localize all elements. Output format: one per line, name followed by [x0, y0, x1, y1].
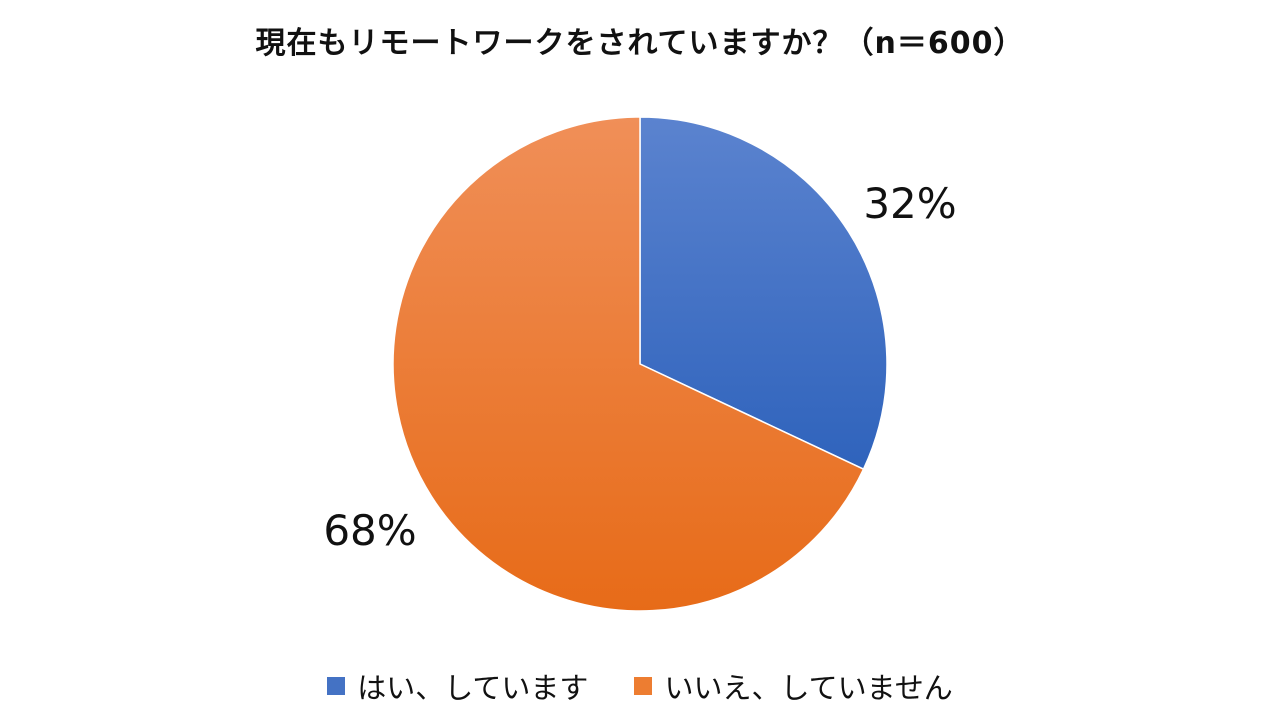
legend-swatch-yes	[327, 677, 346, 695]
legend-label-yes: はい、しています	[357, 671, 589, 705]
data-label-no: 68%	[323, 506, 416, 555]
data-label-yes: 32%	[863, 179, 956, 228]
legend: はい、しています いいえ、していません	[0, 666, 1280, 706]
chart-title: 現在もリモートワークをされていますか？（n＝600）	[255, 26, 1025, 61]
legend-swatch-no	[634, 677, 653, 695]
legend-item-no: いいえ、していません	[634, 665, 953, 707]
pie-slice-yes	[639, 116, 888, 471]
pie-slice-no	[392, 116, 865, 612]
legend-label-no: いいえ、していません	[664, 671, 953, 705]
legend-item-yes: はい、しています	[327, 665, 588, 707]
